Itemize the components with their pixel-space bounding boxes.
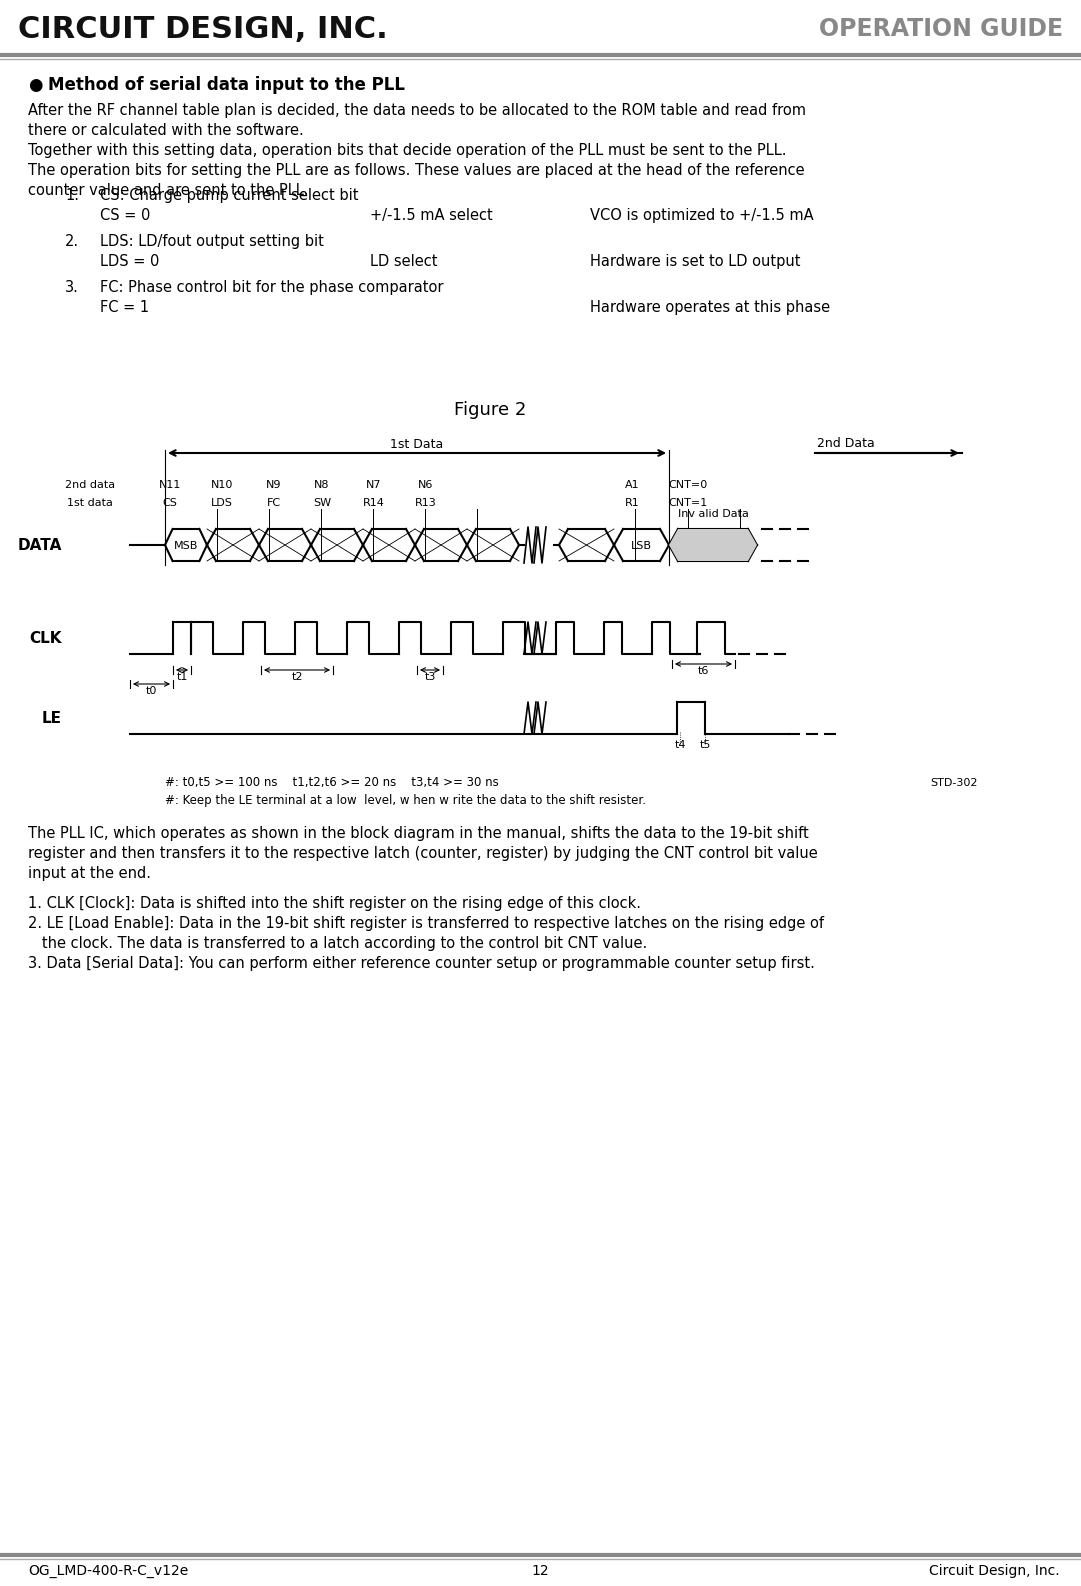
Text: CNT=1: CNT=1 <box>668 498 708 508</box>
Text: N10: N10 <box>211 481 233 490</box>
Text: OPERATION GUIDE: OPERATION GUIDE <box>819 17 1063 41</box>
Text: After the RF channel table plan is decided, the data needs to be allocated to th: After the RF channel table plan is decid… <box>28 103 806 117</box>
Text: FC: Phase control bit for the phase comparator: FC: Phase control bit for the phase comp… <box>101 281 443 295</box>
Text: CNT=0: CNT=0 <box>668 481 708 490</box>
Text: t2: t2 <box>291 672 303 682</box>
Text: N7: N7 <box>366 481 382 490</box>
Text: 2.: 2. <box>65 235 79 249</box>
Text: LDS = 0: LDS = 0 <box>101 254 159 270</box>
Text: OG_LMD-400-R-C_v12e: OG_LMD-400-R-C_v12e <box>28 1564 188 1578</box>
Text: LE: LE <box>42 711 62 726</box>
Polygon shape <box>669 530 757 561</box>
Text: The PLL IC, which operates as shown in the block diagram in the manual, shifts t: The PLL IC, which operates as shown in t… <box>28 826 809 841</box>
Text: N9: N9 <box>266 481 282 490</box>
Text: register and then transfers it to the respective latch (counter, register) by ju: register and then transfers it to the re… <box>28 845 817 861</box>
Text: 3.: 3. <box>65 281 79 295</box>
Text: 2nd Data: 2nd Data <box>817 438 875 450</box>
Text: R13: R13 <box>415 498 437 508</box>
Text: LSB: LSB <box>631 541 652 550</box>
Text: #: t0,t5 >= 100 ns    t1,t2,t6 >= 20 ns    t3,t4 >= 30 ns: #: t0,t5 >= 100 ns t1,t2,t6 >= 20 ns t3,… <box>165 776 498 788</box>
Text: Hardware operates at this phase: Hardware operates at this phase <box>590 300 830 316</box>
Text: LD select: LD select <box>370 254 438 270</box>
Text: CS: Charge pump current select bit: CS: Charge pump current select bit <box>101 189 359 203</box>
Text: t6: t6 <box>698 666 709 676</box>
Text: The operation bits for setting the PLL are as follows. These values are placed a: The operation bits for setting the PLL a… <box>28 163 804 178</box>
Text: 12: 12 <box>531 1564 549 1578</box>
Text: the clock. The data is transferred to a latch according to the control bit CNT v: the clock. The data is transferred to a … <box>28 936 648 952</box>
Text: LDS: LD/fout output setting bit: LDS: LD/fout output setting bit <box>101 235 324 249</box>
Text: ●: ● <box>28 76 42 94</box>
Text: FC = 1: FC = 1 <box>101 300 149 316</box>
Text: there or calculated with the software.: there or calculated with the software. <box>28 124 304 138</box>
Text: counter value and are sent to the PLL.: counter value and are sent to the PLL. <box>28 182 308 198</box>
Text: VCO is optimized to +/-1.5 mA: VCO is optimized to +/-1.5 mA <box>590 208 814 224</box>
Text: CS: CS <box>162 498 177 508</box>
Text: Circuit Design, Inc.: Circuit Design, Inc. <box>930 1564 1060 1578</box>
Text: CIRCUIT DESIGN, INC.: CIRCUIT DESIGN, INC. <box>18 14 388 44</box>
Text: Together with this setting data, operation bits that decide operation of the PLL: Together with this setting data, operati… <box>28 143 787 159</box>
Text: FC: FC <box>267 498 281 508</box>
Text: 1st Data: 1st Data <box>390 438 443 450</box>
Text: Figure 2: Figure 2 <box>454 401 526 419</box>
Text: 1.: 1. <box>65 189 79 203</box>
Text: N6: N6 <box>418 481 433 490</box>
Text: STD-302: STD-302 <box>930 779 977 788</box>
Text: DATA: DATA <box>17 538 62 554</box>
Text: 2. LE [Load Enable]: Data in the 19-bit shift register is transferred to respect: 2. LE [Load Enable]: Data in the 19-bit … <box>28 917 824 931</box>
Text: t3: t3 <box>425 672 436 682</box>
Text: t5: t5 <box>699 741 710 750</box>
Text: R14: R14 <box>363 498 385 508</box>
Text: t4: t4 <box>675 741 685 750</box>
Text: N11: N11 <box>159 481 182 490</box>
Text: SW: SW <box>312 498 331 508</box>
Text: #: Keep the LE terminal at a low  level, w hen w rite the data to the shift resi: #: Keep the LE terminal at a low level, … <box>165 795 646 807</box>
Text: 3. Data [Serial Data]: You can perform either reference counter setup or program: 3. Data [Serial Data]: You can perform e… <box>28 956 815 971</box>
Text: 2nd data: 2nd data <box>65 481 115 490</box>
Text: N8: N8 <box>315 481 330 490</box>
Text: A1: A1 <box>625 481 639 490</box>
Text: +/-1.5 mA select: +/-1.5 mA select <box>370 208 493 224</box>
Text: R1: R1 <box>625 498 639 508</box>
Text: CS = 0: CS = 0 <box>101 208 150 224</box>
Text: 1. CLK [Clock]: Data is shifted into the shift register on the rising edge of th: 1. CLK [Clock]: Data is shifted into the… <box>28 896 641 910</box>
Text: MSB: MSB <box>174 541 198 550</box>
Text: Inv alid Data: Inv alid Data <box>678 509 748 519</box>
Text: Method of serial data input to the PLL: Method of serial data input to the PLL <box>48 76 405 94</box>
Text: CLK: CLK <box>29 631 62 646</box>
Text: Hardware is set to LD output: Hardware is set to LD output <box>590 254 801 270</box>
Text: t0: t0 <box>146 687 157 696</box>
Text: 1st data: 1st data <box>67 498 112 508</box>
Text: t1: t1 <box>176 672 188 682</box>
Text: LDS: LDS <box>211 498 232 508</box>
Text: input at the end.: input at the end. <box>28 866 151 880</box>
